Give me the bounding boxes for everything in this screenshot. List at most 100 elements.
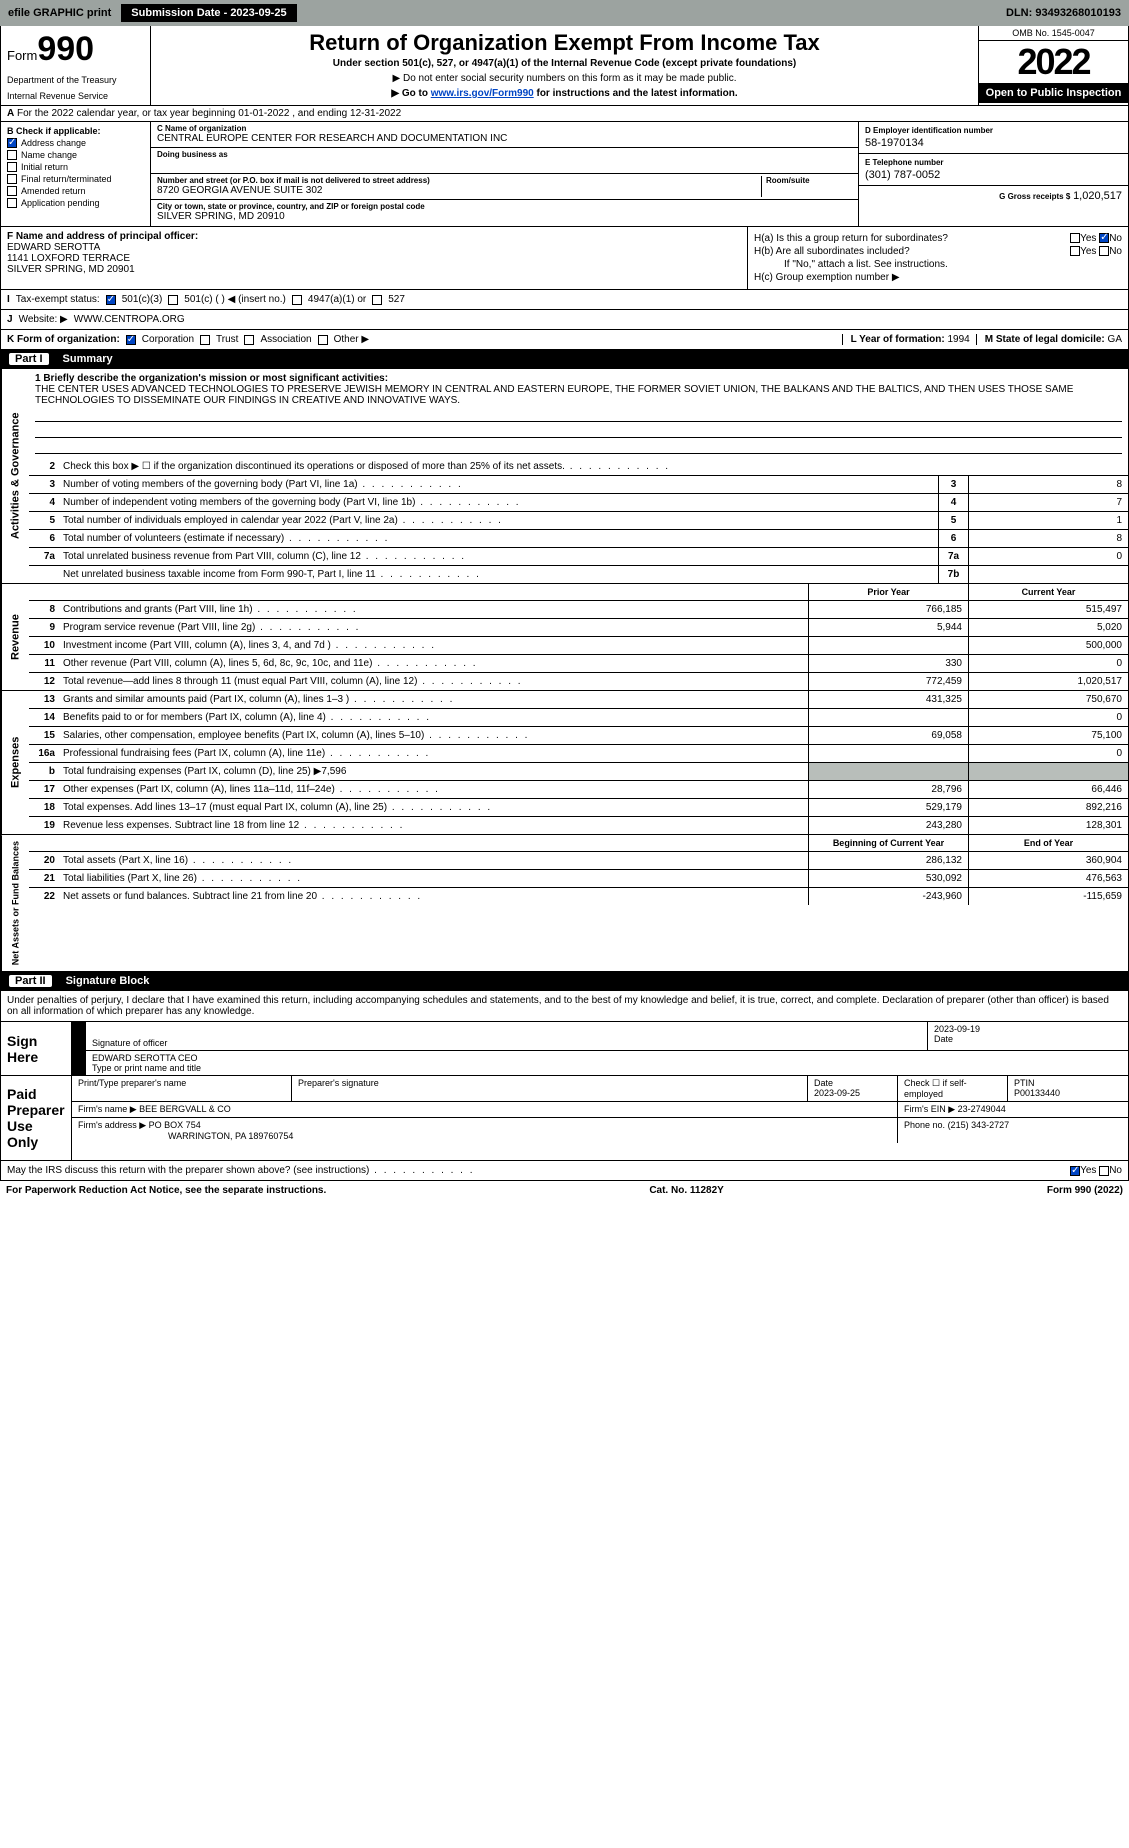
- line-text: Total assets (Part X, line 16): [59, 852, 808, 869]
- line-value: 8: [968, 530, 1128, 547]
- mission-label: 1 Briefly describe the organization's mi…: [35, 373, 1122, 384]
- cb-4947[interactable]: [292, 295, 302, 305]
- line-text: Total number of volunteers (estimate if …: [59, 530, 938, 547]
- box-f: F Name and address of principal officer:…: [1, 227, 748, 289]
- ein-value: 58-1970134: [865, 137, 1122, 149]
- dept-treasury: Department of the Treasury: [7, 75, 144, 85]
- line-number: 19: [29, 817, 59, 834]
- checkbox-address-change[interactable]: [7, 138, 17, 148]
- part2-name: Signature Block: [66, 975, 150, 987]
- line-number: 7a: [29, 548, 59, 565]
- checkbox-application-pending[interactable]: [7, 198, 17, 208]
- state-domicile-label: M State of legal domicile:: [985, 334, 1105, 345]
- line-prior: [808, 763, 968, 780]
- line-text: Contributions and grants (Part VIII, lin…: [59, 601, 808, 618]
- typed-name-label: Type or print name and title: [92, 1063, 1122, 1073]
- line-number: 18: [29, 799, 59, 816]
- line-value: 0: [968, 548, 1128, 565]
- line-prior: [808, 745, 968, 762]
- form-word: Form: [7, 48, 37, 63]
- line-prior: 330: [808, 655, 968, 672]
- paid-preparer-label: Paid Preparer Use Only: [1, 1076, 71, 1160]
- firm-phone-label: Phone no.: [904, 1120, 945, 1130]
- line-text: Total number of individuals employed in …: [59, 512, 938, 529]
- line-current: 0: [968, 709, 1128, 726]
- line-current: 515,497: [968, 601, 1128, 618]
- line-current: 750,670: [968, 691, 1128, 708]
- line-text: Grants and similar amounts paid (Part IX…: [59, 691, 808, 708]
- firm-address1: PO BOX 754: [149, 1120, 201, 1130]
- phone-label: E Telephone number: [865, 158, 1122, 167]
- firm-ein: 23-2749044: [958, 1104, 1006, 1114]
- line-prior: [808, 709, 968, 726]
- year-formation-label: L Year of formation:: [851, 334, 945, 345]
- submission-date-button[interactable]: Submission Date - 2023-09-25: [121, 4, 296, 22]
- officer-addr2: SILVER SPRING, MD 20901: [7, 264, 741, 275]
- line-text: Total expenses. Add lines 13–17 (must eq…: [59, 799, 808, 816]
- discuss-yes[interactable]: [1070, 1166, 1080, 1176]
- box-b-title: B Check if applicable:: [7, 126, 144, 136]
- block-bcdeg: B Check if applicable: Address change Na…: [0, 122, 1129, 227]
- form-subtitle: Under section 501(c), 527, or 4947(a)(1)…: [157, 58, 972, 69]
- table-row: 21Total liabilities (Part X, line 26)530…: [29, 870, 1128, 888]
- line-prior: [808, 637, 968, 654]
- open-to-public: Open to Public Inspection: [979, 83, 1128, 103]
- line-box: 6: [938, 530, 968, 547]
- cb-trust[interactable]: [200, 335, 210, 345]
- table-row: 13Grants and similar amounts paid (Part …: [29, 691, 1128, 709]
- irs-link[interactable]: www.irs.gov/Form990: [431, 88, 534, 99]
- line-number: 3: [29, 476, 59, 493]
- line-number: 13: [29, 691, 59, 708]
- ein-label: D Employer identification number: [865, 126, 1122, 135]
- discuss-no[interactable]: [1099, 1166, 1109, 1176]
- signature-arrow-icon: [72, 1051, 86, 1075]
- checkbox-name-change[interactable]: [7, 150, 17, 160]
- line-number: 21: [29, 870, 59, 887]
- line-box: 7a: [938, 548, 968, 565]
- cb-501c[interactable]: [168, 295, 178, 305]
- line-text: Other revenue (Part VIII, column (A), li…: [59, 655, 808, 672]
- room-label: Room/suite: [766, 176, 852, 185]
- preparer-signature-label: Preparer's signature: [298, 1078, 801, 1088]
- checkbox-final-return[interactable]: [7, 174, 17, 184]
- hb-no[interactable]: [1099, 246, 1109, 256]
- part1-header: Part I Summary: [0, 350, 1129, 369]
- block-fh: F Name and address of principal officer:…: [0, 227, 1129, 290]
- self-employed-check[interactable]: Check ☐ if self-employed: [904, 1078, 1001, 1099]
- hb-yes[interactable]: [1070, 246, 1080, 256]
- table-row: 20Total assets (Part X, line 16)286,1323…: [29, 852, 1128, 870]
- cb-501c3[interactable]: [106, 295, 116, 305]
- efile-top-bar: efile GRAPHIC print Submission Date - 20…: [0, 0, 1129, 26]
- line-text: Salaries, other compensation, employee b…: [59, 727, 808, 744]
- cb-corporation[interactable]: [126, 335, 136, 345]
- col-current-year: Current Year: [968, 584, 1128, 600]
- preparer-date-label: Date: [814, 1078, 891, 1088]
- line-current: 360,904: [968, 852, 1128, 869]
- line-text: Number of independent voting members of …: [59, 494, 938, 511]
- table-row: 4Number of independent voting members of…: [29, 494, 1128, 512]
- table-row: 11Other revenue (Part VIII, column (A), …: [29, 655, 1128, 673]
- table-row: bTotal fundraising expenses (Part IX, co…: [29, 763, 1128, 781]
- line-number: 4: [29, 494, 59, 511]
- checkbox-initial-return[interactable]: [7, 162, 17, 172]
- checkbox-amended-return[interactable]: [7, 186, 17, 196]
- typed-name: EDWARD SEROTTA CEO: [92, 1053, 1122, 1063]
- section-net-assets: Net Assets or Fund Balances Beginning of…: [0, 835, 1129, 972]
- cb-association[interactable]: [244, 335, 254, 345]
- cb-other[interactable]: [318, 335, 328, 345]
- side-label-governance: Activities & Governance: [1, 369, 29, 583]
- title-cell: Return of Organization Exempt From Incom…: [151, 26, 978, 105]
- side-label-expenses: Expenses: [1, 691, 29, 834]
- right-header-cell: OMB No. 1545-0047 2022 Open to Public In…: [978, 26, 1128, 105]
- line-number: 2: [29, 458, 59, 475]
- ha-no[interactable]: [1099, 233, 1109, 243]
- line-current: 75,100: [968, 727, 1128, 744]
- line-number: [29, 566, 59, 583]
- cb-527[interactable]: [372, 295, 382, 305]
- table-row: 5Total number of individuals employed in…: [29, 512, 1128, 530]
- line-number: 16a: [29, 745, 59, 762]
- ha-yes[interactable]: [1070, 233, 1080, 243]
- city-value: SILVER SPRING, MD 20910: [157, 211, 852, 222]
- line-prior: 243,280: [808, 817, 968, 834]
- table-row: Net unrelated business taxable income fr…: [29, 566, 1128, 583]
